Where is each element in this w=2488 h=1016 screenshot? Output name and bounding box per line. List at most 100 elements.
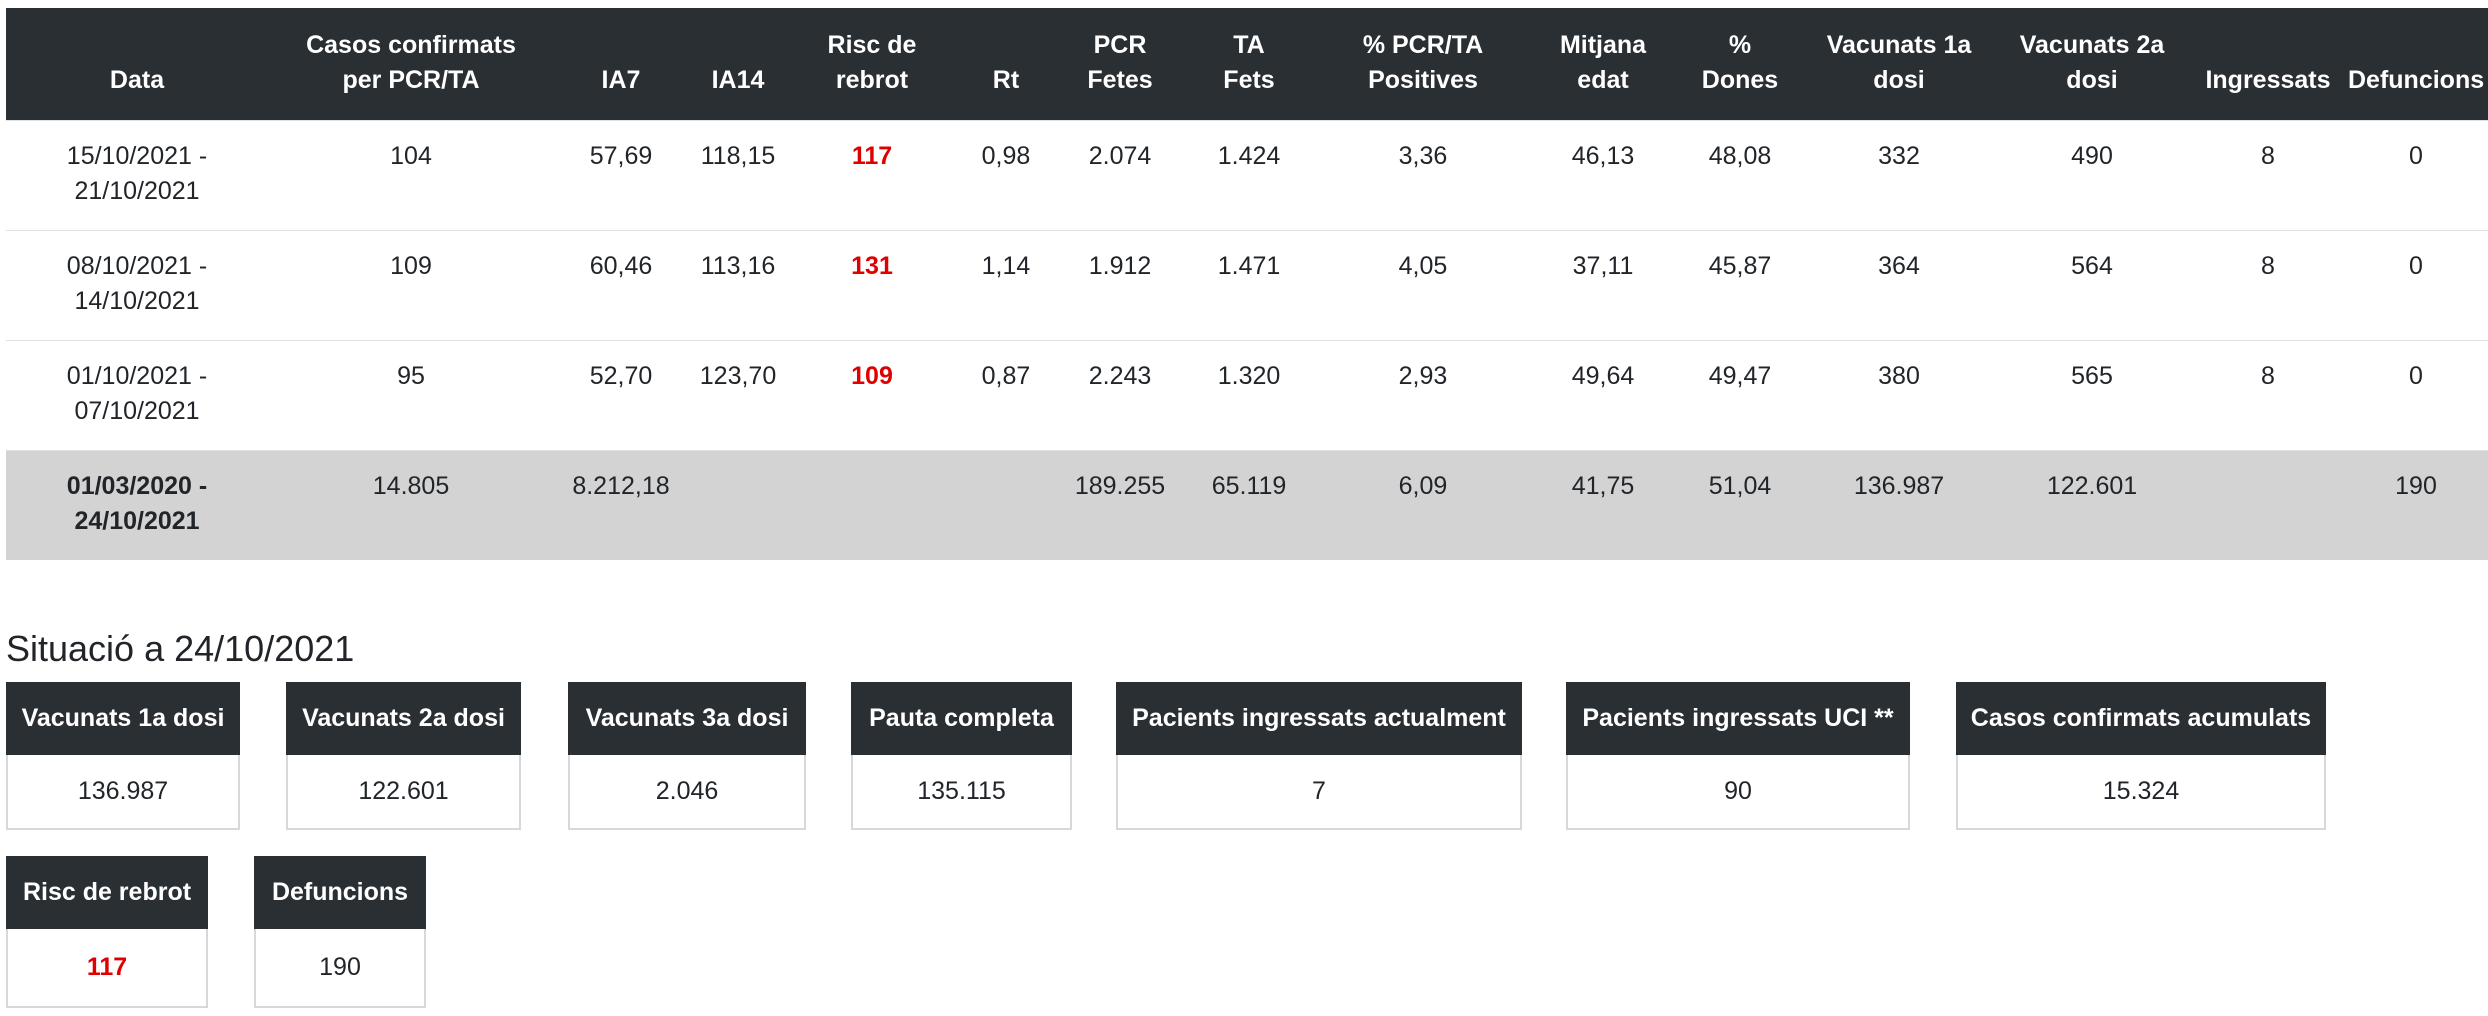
card-value: 15.324 [2102, 776, 2180, 805]
card-label: Vacunats 2a dosi [286, 682, 521, 755]
table-cell: 0 [2344, 119, 2488, 230]
table-cell: 2.243 [1056, 339, 1184, 450]
table-row: 08/10/2021 -14/10/2021 109 60,46 113,16 … [6, 229, 2488, 340]
card-label: Defuncions [254, 856, 426, 929]
table-cell: 118,15 [688, 119, 788, 230]
card-value: 2.046 [655, 776, 719, 805]
card-value: 7 [1312, 776, 1326, 805]
table-cell: 6,09 [1314, 449, 1532, 560]
table-cell: 190 [2344, 449, 2488, 560]
table-cell: 2.074 [1056, 119, 1184, 230]
card-label: Pacients ingressats UCI ** [1566, 682, 1910, 755]
date-cell: 15/10/2021 -21/10/2021 [6, 119, 268, 230]
date-cell: 08/10/2021 -14/10/2021 [6, 229, 268, 340]
card-vacunats-3a: Vacunats 3a dosi 2.046 [568, 682, 806, 830]
col-header-ia14: IA14 [688, 8, 788, 120]
table-cell: 52,70 [554, 339, 688, 450]
table-cell: 364 [1806, 229, 1992, 340]
card-label: Vacunats 1a dosi [6, 682, 240, 755]
card-casos-acumulats: Casos confirmats acumulats 15.324 [1956, 682, 2326, 830]
card-risc-rebrot: Risc de rebrot 117 [6, 856, 208, 1008]
table-cell: 8.212,18 [554, 449, 688, 560]
col-header-ingressats: Ingressats [2192, 8, 2344, 120]
col-header-vacunats-1a: Vacunats 1a dosi [1806, 8, 1992, 120]
table-cell: 57,69 [554, 119, 688, 230]
card-value: 117 [86, 952, 128, 981]
table-cell: 1.471 [1184, 229, 1314, 340]
table-cell: 8 [2192, 119, 2344, 230]
card-label: Pauta completa [851, 682, 1072, 755]
situation-title: Situació a 24/10/2021 [6, 628, 355, 669]
table-cell: 104 [268, 119, 554, 230]
card-label: Pacients ingressats actualment [1116, 682, 1522, 755]
table-cell: 0 [2344, 229, 2488, 340]
table-cell: 46,13 [1532, 119, 1674, 230]
col-header-edat: Mitjana edat [1532, 8, 1674, 120]
stats-table: Data Casos confirmats per PCR/TA IA7 IA14… [6, 8, 2488, 560]
date-cell: 01/10/2021 -07/10/2021 [6, 339, 268, 450]
table-cell: 1.320 [1184, 339, 1314, 450]
col-header-positives: % PCR/TA Positives [1314, 8, 1532, 120]
table-cell: 122.601 [1992, 449, 2192, 560]
card-pauta-completa: Pauta completa 135.115 [851, 682, 1072, 830]
col-header-rt: Rt [956, 8, 1056, 120]
table-cell: 0,98 [956, 119, 1056, 230]
table-cell: 332 [1806, 119, 1992, 230]
table-row: 15/10/2021 -21/10/2021 104 57,69 118,15 … [6, 119, 2488, 230]
table-cell: 49,64 [1532, 339, 1674, 450]
table-cell: 564 [1992, 229, 2192, 340]
table-cell [688, 449, 788, 560]
col-header-vacunats-2a: Vacunats 2a dosi [1992, 8, 2192, 120]
card-value: 122.601 [358, 776, 449, 805]
card-defuncions: Defuncions 190 [254, 856, 426, 1008]
table-cell: 8 [2192, 229, 2344, 340]
card-vacunats-1a: Vacunats 1a dosi 136.987 [6, 682, 240, 830]
card-value: 136.987 [77, 776, 169, 805]
table-cell: 0 [2344, 339, 2488, 450]
table-cell: 41,75 [1532, 449, 1674, 560]
col-header-pcr: PCR Fetes [1056, 8, 1184, 120]
table-cell: 1,14 [956, 229, 1056, 340]
table-cell: 2,93 [1314, 339, 1532, 450]
risk-cell: 131 [788, 229, 956, 340]
table-cell: 14.805 [268, 449, 554, 560]
col-header-ia7: IA7 [554, 8, 688, 120]
table-cell [956, 449, 1056, 560]
col-header-data: Data [6, 8, 268, 120]
date-cell: 01/03/2020 -24/10/2021 [6, 449, 268, 560]
card-ingressats-actualment: Pacients ingressats actualment 7 [1116, 682, 1522, 830]
card-label: Casos confirmats acumulats [1956, 682, 2326, 755]
col-header-defuncions: Defuncions [2344, 8, 2488, 120]
table-cell: 136.987 [1806, 449, 1992, 560]
table-row: 01/10/2021 -07/10/2021 95 52,70 123,70 1… [6, 339, 2488, 450]
table-cell: 48,08 [1674, 119, 1806, 230]
table-cell: 113,16 [688, 229, 788, 340]
table-cell: 123,70 [688, 339, 788, 450]
risk-cell: 117 [788, 119, 956, 230]
card-label: Vacunats 3a dosi [568, 682, 806, 755]
col-header-casos: Casos confirmats per PCR/TA [268, 8, 554, 120]
table-cell: 8 [2192, 339, 2344, 450]
card-ingressats-uci: Pacients ingressats UCI ** 90 [1566, 682, 1910, 830]
table-cell [788, 449, 956, 560]
card-value: 190 [319, 952, 361, 981]
card-value: 135.115 [917, 776, 1006, 805]
table-cell: 565 [1992, 339, 2192, 450]
table-cell: 4,05 [1314, 229, 1532, 340]
card-value: 90 [1724, 776, 1752, 805]
col-header-ta: TA Fets [1184, 8, 1314, 120]
card-label: Risc de rebrot [6, 856, 208, 929]
table-header-row: Data Casos confirmats per PCR/TA IA7 IA14… [6, 8, 2488, 120]
total-row: 01/03/2020 -24/10/2021 14.805 8.212,18 1… [6, 449, 2488, 560]
table-cell: 60,46 [554, 229, 688, 340]
table-cell: 49,47 [1674, 339, 1806, 450]
table-cell: 65.119 [1184, 449, 1314, 560]
table-cell: 45,87 [1674, 229, 1806, 340]
col-header-dones: % Dones [1674, 8, 1806, 120]
table-cell: 0,87 [956, 339, 1056, 450]
table-cell: 1.424 [1184, 119, 1314, 230]
table-cell: 1.912 [1056, 229, 1184, 340]
table-cell: 109 [268, 229, 554, 340]
table-cell: 3,36 [1314, 119, 1532, 230]
card-vacunats-2a: Vacunats 2a dosi 122.601 [286, 682, 521, 830]
